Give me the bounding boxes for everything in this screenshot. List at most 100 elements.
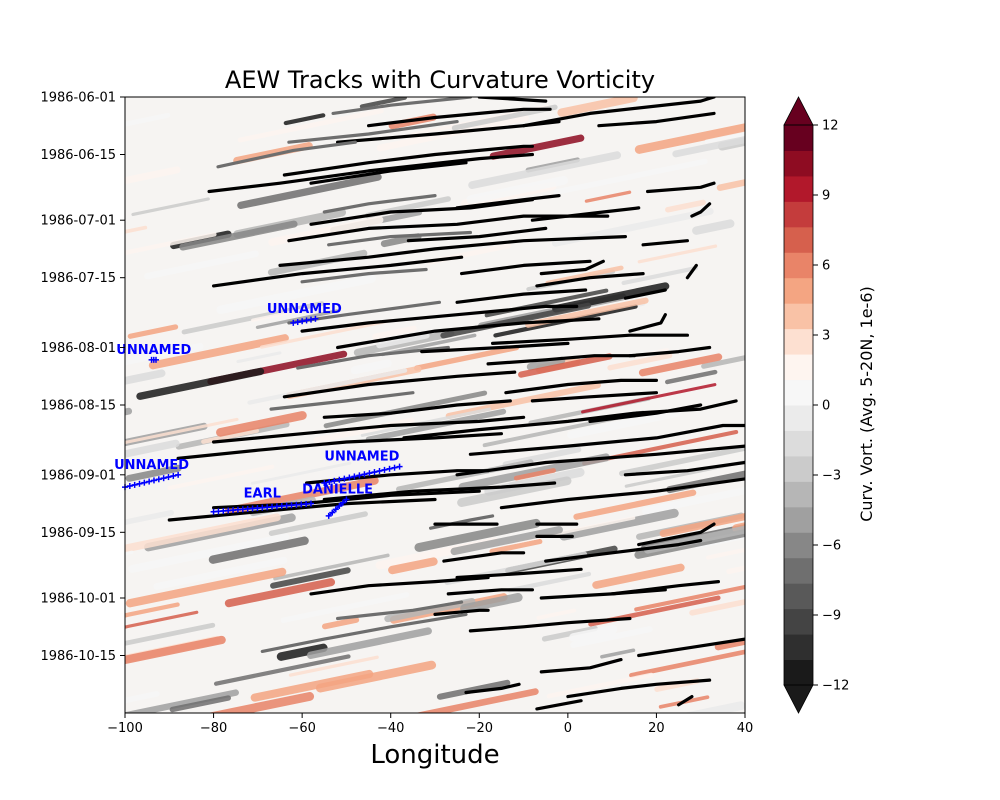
aew-track	[690, 202, 712, 218]
aew-track	[468, 423, 745, 456]
named-storm-label: DANIELLE	[302, 482, 373, 497]
colorbar-band	[784, 532, 813, 559]
aew-track	[309, 161, 468, 185]
vorticity-streak	[546, 672, 654, 699]
vorticity-streak	[280, 592, 410, 623]
vorticity-streak	[216, 274, 376, 314]
vorticity-streak	[32, 169, 112, 186]
aew-track	[322, 481, 557, 502]
vorticity-streak	[0, 562, 41, 577]
aew-track	[499, 477, 745, 510]
colorbar-band	[784, 150, 813, 177]
named-storm-label: UNNAMED	[116, 343, 191, 358]
aew-track	[539, 657, 623, 674]
aew-track	[535, 699, 583, 711]
vorticity-streak	[125, 691, 160, 704]
vorticity-streak	[125, 343, 204, 366]
aew-track	[278, 235, 628, 267]
vorticity-streak	[125, 622, 216, 646]
vorticity-streak	[513, 468, 556, 481]
aew-track	[336, 317, 601, 350]
aew-track-secondary	[260, 612, 468, 654]
vorticity-streak	[0, 180, 2, 209]
vorticity-streak	[250, 461, 352, 485]
aew-track	[282, 144, 535, 177]
vorticity-streak	[323, 390, 488, 429]
colorbar-tick-label: 0	[822, 399, 830, 414]
vorticity-streak	[0, 651, 11, 662]
aew-track	[539, 588, 667, 600]
vorticity-streak	[0, 362, 27, 384]
aew-track	[641, 239, 690, 247]
vorticity-streak	[0, 365, 83, 391]
vorticity-streak	[350, 359, 392, 375]
named-storm-tracks: UNNAMED UNNAMED UNNAMED UNNAMED DANIELLE EARL	[114, 302, 403, 519]
vorticity-streak	[621, 265, 699, 286]
aew-track-secondary	[300, 267, 428, 284]
vorticity-streak	[125, 417, 239, 445]
aew-track-secondary	[322, 194, 437, 214]
aew-track	[468, 616, 632, 633]
aew-track	[623, 460, 745, 477]
colorbar-band	[784, 557, 813, 584]
vorticity-streak	[0, 662, 105, 686]
vorticity-streak	[0, 287, 84, 316]
vorticity-streak	[507, 571, 592, 593]
vorticity-streak	[692, 219, 735, 235]
vorticity-streak	[127, 324, 179, 339]
colorbar-band	[784, 481, 813, 508]
vorticity-streak	[148, 334, 289, 370]
x-tick-label: −60	[288, 721, 315, 736]
vorticity-streak	[125, 610, 199, 629]
aew-track	[637, 637, 745, 658]
vorticity-streak	[701, 355, 745, 369]
vorticity-streak	[237, 108, 384, 143]
colorbar-tick-label: −6	[822, 539, 841, 554]
vorticity-heatmap	[0, 97, 745, 713]
vorticity-streak	[360, 407, 492, 437]
aew-track	[282, 370, 517, 399]
colorbar-band	[784, 430, 813, 457]
vorticity-streak	[553, 158, 708, 195]
vorticity-streak	[359, 97, 407, 109]
vorticity-streak	[716, 179, 745, 191]
vorticity-streak	[570, 626, 653, 648]
aew-track	[530, 391, 659, 403]
y-tick-label: 1986-09-01	[40, 468, 116, 483]
aew-track	[637, 522, 716, 547]
vorticity-streak	[642, 486, 745, 515]
vorticity-streak	[208, 536, 309, 564]
aew-track	[167, 497, 437, 522]
vorticity-streak	[526, 356, 566, 371]
vorticity-streak	[665, 199, 706, 213]
y-axis: 1986-06-01 1986-06-15 1986-07-01 1986-07-15…	[40, 91, 125, 664]
vorticity-streak	[125, 369, 166, 385]
vorticity-streak	[600, 648, 636, 659]
vorticity-streak	[125, 232, 217, 256]
vorticity-streak	[0, 312, 105, 336]
x-axis-label: Longitude	[370, 740, 499, 770]
vorticity-streak	[216, 411, 307, 437]
vorticity-streak	[672, 136, 745, 158]
vorticity-streak	[659, 512, 745, 538]
vorticity-streak	[273, 553, 390, 581]
vorticity-streak	[128, 533, 290, 573]
vorticity-streak	[288, 655, 379, 677]
aew-track-secondary	[216, 140, 357, 169]
vorticity-streak	[251, 307, 308, 322]
colorbar-band	[784, 659, 813, 686]
aew-track	[477, 97, 548, 103]
vorticity-streak	[207, 692, 315, 713]
y-tick-label: 1986-09-15	[40, 526, 116, 541]
vorticity-streak	[665, 369, 718, 385]
vorticity-streak	[0, 325, 57, 342]
aew-track-secondary	[336, 600, 464, 621]
aew-track	[491, 333, 690, 345]
vorticity-streak	[415, 688, 539, 713]
vorticity-streak	[624, 460, 745, 488]
y-tick-label: 1986-06-01	[40, 91, 116, 106]
vorticity-streak	[125, 509, 175, 526]
vorticity-streak	[259, 318, 393, 349]
vorticity-streak	[372, 325, 417, 340]
aew-track-secondary	[269, 391, 415, 411]
